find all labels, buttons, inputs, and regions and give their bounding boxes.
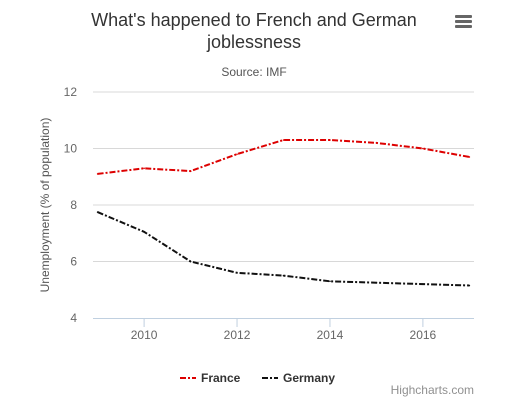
data-point-france-2011 bbox=[189, 170, 192, 172]
legend-label-germany: Germany bbox=[283, 371, 335, 385]
y-tick-label-4: 4 bbox=[70, 311, 77, 325]
x-tick-label-2014: 2014 bbox=[317, 328, 344, 342]
data-point-france-2012 bbox=[236, 153, 238, 155]
plot-area bbox=[96, 139, 471, 287]
data-point-france-2010 bbox=[143, 167, 145, 170]
data-point-france-2016 bbox=[422, 147, 424, 150]
data-point-france-2017 bbox=[468, 156, 471, 158]
chart-subtitle: Source: IMF bbox=[221, 65, 286, 79]
credits-link[interactable]: Highcharts.com bbox=[391, 383, 474, 397]
x-tick-label-2010: 2010 bbox=[131, 328, 158, 342]
y-tick-label-6: 6 bbox=[70, 255, 77, 269]
data-point-germany-2015 bbox=[375, 281, 378, 284]
y-tick-label-8: 8 bbox=[70, 198, 77, 212]
legend-label-france: France bbox=[201, 371, 241, 385]
y-tick-label-10: 10 bbox=[64, 142, 78, 156]
legend-item-france[interactable]: France bbox=[180, 371, 241, 385]
legend: France Germany bbox=[180, 371, 335, 385]
x-tick-label-2016: 2016 bbox=[410, 328, 437, 342]
data-point-germany-2017 bbox=[468, 284, 471, 287]
x-tick-label-2012: 2012 bbox=[224, 328, 251, 342]
data-point-france-2009 bbox=[96, 173, 99, 175]
series-line-france bbox=[97, 139, 470, 175]
grid bbox=[93, 91, 474, 262]
data-point-germany-2013 bbox=[282, 274, 285, 277]
data-point-germany-2014 bbox=[329, 280, 331, 283]
data-point-germany-2009 bbox=[96, 211, 99, 213]
axes: 4 6 8 10 12 2010 2012 2014 2016 bbox=[64, 85, 474, 342]
data-point-france-2015 bbox=[375, 142, 378, 144]
chart-title-line-2: joblessness bbox=[206, 32, 301, 52]
hamburger-menu-icon[interactable] bbox=[450, 10, 476, 32]
data-point-germany-2011 bbox=[189, 260, 192, 263]
y-tick-label-12: 12 bbox=[64, 85, 78, 99]
data-point-france-2013 bbox=[282, 139, 285, 141]
legend-item-germany[interactable]: Germany bbox=[262, 371, 335, 385]
series-line-germany bbox=[97, 211, 470, 287]
data-point-germany-2012 bbox=[236, 272, 238, 274]
data-point-germany-2016 bbox=[422, 283, 424, 285]
chart-title-line-1: What's happened to French and German bbox=[91, 10, 417, 30]
data-point-france-2014 bbox=[329, 139, 331, 141]
data-point-germany-2010 bbox=[143, 231, 145, 233]
y-axis-title: Unemployment (% of population) bbox=[38, 118, 52, 293]
